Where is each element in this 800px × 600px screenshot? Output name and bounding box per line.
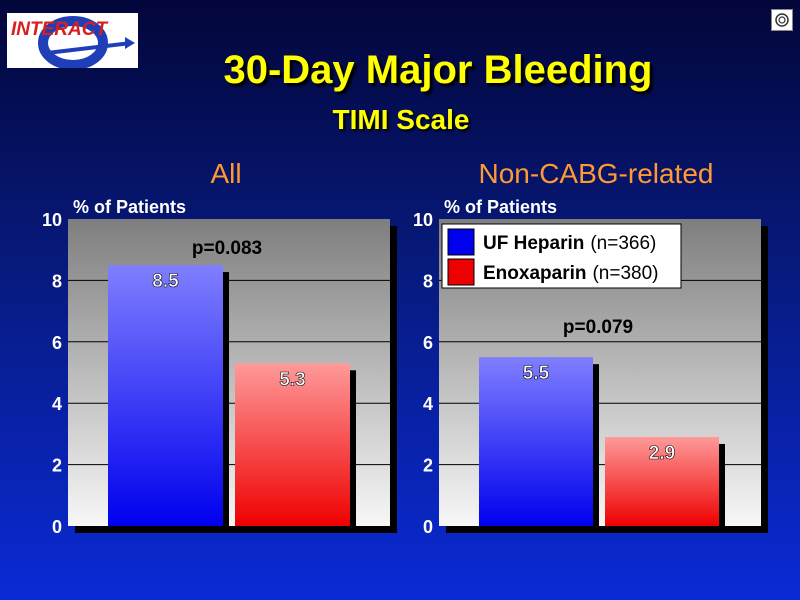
chart-non-cabg: Non-CABG-related 0 2 4 6 8 10 % of Patients 5.5 2… <box>413 158 768 537</box>
legend-box <box>441 223 682 289</box>
y-tick-label: 10 <box>413 210 433 230</box>
legend-swatch-uf-heparin <box>447 228 475 256</box>
logo-text: INTERACT <box>11 19 108 40</box>
interact-logo-graphic: INTERACT <box>11 16 135 70</box>
bar-value-label: 5.3 <box>279 369 305 390</box>
bar-uf-heparin <box>108 265 223 526</box>
legend-item: Enoxaparin (n=380) <box>483 263 659 284</box>
y-tick-label: 2 <box>423 456 433 476</box>
slide-title: 30-Day Major Bleeding <box>223 48 653 92</box>
bar-value-label: 8.5 <box>152 271 179 292</box>
bar-enoxaparin <box>235 363 350 526</box>
y-tick-label: 0 <box>52 517 62 537</box>
y-axis-label: % of Patients <box>73 197 186 217</box>
y-tick-label: 6 <box>423 333 433 353</box>
y-tick-label: 10 <box>42 210 62 230</box>
y-tick-label: 4 <box>52 394 62 414</box>
bar-uf-heparin <box>479 357 593 526</box>
y-tick-label: 2 <box>52 456 62 476</box>
bar-value-label: 2.9 <box>649 443 675 464</box>
legend-item-n: (n=380) <box>592 263 658 284</box>
p-value-annotation: p=0.079 <box>563 317 633 338</box>
legend-swatch-enoxaparin <box>447 258 475 286</box>
y-tick-label: 4 <box>423 394 433 414</box>
panel-title: All <box>210 158 241 189</box>
legend-item-name: UF Heparin <box>483 233 584 254</box>
interact-logo: INTERACT <box>7 13 138 70</box>
panel-title: Non-CABG-related <box>479 158 714 189</box>
y-tick-label: 8 <box>423 271 433 291</box>
bar-enoxaparin <box>605 436 719 526</box>
y-tick-label: 0 <box>423 517 433 537</box>
legend-item-n: (n=366) <box>590 233 656 254</box>
swirl-icon <box>775 13 789 27</box>
bar-value-label: 5.5 <box>523 363 550 384</box>
legend: UF Heparin (n=366)Enoxaparin (n=380) <box>441 223 682 289</box>
y-axis-label: % of Patients <box>444 197 557 217</box>
legend-item-name: Enoxaparin <box>483 263 586 284</box>
slide-subtitle: TIMI Scale <box>332 104 470 135</box>
p-value-annotation: p=0.083 <box>192 238 262 259</box>
y-tick-label: 8 <box>52 271 62 291</box>
legend-item: UF Heparin (n=366) <box>483 233 656 254</box>
chart-all: All 0 2 4 6 8 10 % of Patients 8.5 5.3 p=0.083 <box>42 158 397 537</box>
y-tick-label: 6 <box>52 333 62 353</box>
slide-corner-icon <box>771 9 793 31</box>
